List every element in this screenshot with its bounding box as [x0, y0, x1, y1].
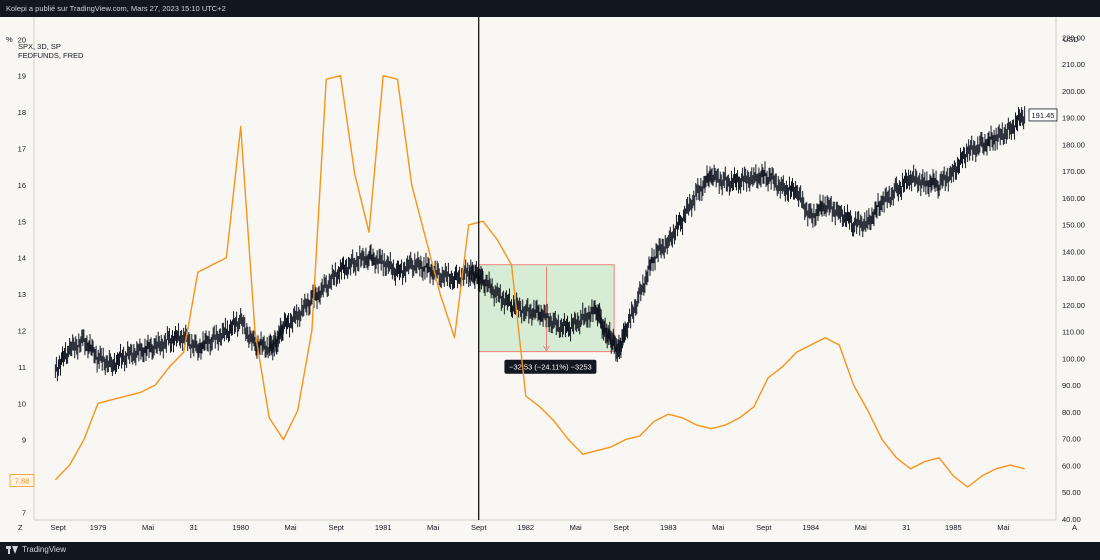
left-tick-label: 9 [22, 436, 26, 445]
time-tick-label: 1983 [660, 523, 677, 532]
tradingview-brand-text: TradingView [22, 545, 67, 554]
right-tick-label: 40.00 [1062, 515, 1081, 524]
right-tick-label: 150.00 [1062, 221, 1085, 230]
right-tick-label: 130.00 [1062, 274, 1085, 283]
left-tick-label: 10 [18, 399, 26, 408]
time-tick-label: Sept [614, 523, 630, 532]
time-tick-label: Mai [285, 523, 297, 532]
publish-info: Kolepi a publié sur TradingView.com, Mar… [6, 4, 226, 13]
time-tick-label: Sept [471, 523, 487, 532]
time-tick-label: Mai [142, 523, 154, 532]
fedfunds-line [54, 75, 1025, 488]
fedfunds-rate-badge-text: 7.88 [15, 476, 30, 485]
left-tick-label: 17 [18, 144, 26, 153]
footer-bar: TradingView [0, 542, 1100, 558]
left-tick-label: 12 [18, 326, 26, 335]
right-tick-label: 210.00 [1062, 60, 1085, 69]
left-tick-label: 18 [18, 108, 26, 117]
auto-scale-corner-label[interactable]: A [1072, 523, 1077, 532]
time-tick-label: Mai [855, 523, 867, 532]
tradingview-logo[interactable]: TradingView [6, 542, 66, 558]
right-axis-unit: USD [1063, 35, 1079, 44]
time-tick-label: Sept [51, 523, 67, 532]
time-tick-label: Mai [712, 523, 724, 532]
left-tick-label: 7 [22, 508, 26, 517]
fedfunds-rate-badge [9, 474, 35, 487]
right-tick-label: 80.00 [1062, 408, 1081, 417]
left-tick-label: 14 [18, 254, 26, 263]
right-tick-label: 220.00 [1062, 33, 1085, 42]
legend-fedfunds[interactable]: FEDFUNDS, FRED [18, 51, 84, 60]
right-tick-label: 100.00 [1062, 354, 1085, 363]
left-axis-unit: % [6, 35, 13, 44]
right-tick-label: 120.00 [1062, 301, 1085, 310]
left-tick-label: 13 [18, 290, 26, 299]
tradingview-logo-icon [6, 546, 18, 554]
right-tick-label: 170.00 [1062, 167, 1085, 176]
right-tick-label: 70.00 [1062, 435, 1081, 444]
chart-canvas[interactable]: 2019181716151413121110987 220.00210.0020… [0, 17, 1100, 542]
time-tick-label: 31 [902, 523, 910, 532]
time-tick-label: 31 [189, 523, 197, 532]
time-tick-label: Mai [997, 523, 1009, 532]
time-tick-label: Mai [570, 523, 582, 532]
time-tick-label: Sept [328, 523, 344, 532]
left-tick-label: 11 [18, 363, 26, 372]
right-tick-label: 60.00 [1062, 461, 1081, 470]
right-tick-label: 50.00 [1062, 488, 1081, 497]
left-price-axis[interactable]: 2019181716151413121110987 [18, 17, 35, 520]
chart-area[interactable]: 2019181716151413121110987 220.00210.0020… [0, 17, 1100, 542]
right-tick-label: 110.00 [1062, 328, 1084, 337]
left-tick-label: 15 [18, 217, 26, 226]
spx-price-badge [1028, 108, 1058, 122]
publish-header: Kolepi a publié sur TradingView.com, Mar… [0, 0, 1100, 17]
timezone-corner-label[interactable]: Z [18, 523, 23, 532]
right-tick-label: 200.00 [1062, 87, 1085, 96]
right-tick-label: 190.00 [1062, 114, 1085, 123]
right-price-axis[interactable]: 220.00 210.00 200.00 190.00 180.00 170.00 160.… [1055, 17, 1085, 524]
right-tick-label: 90.00 [1062, 381, 1081, 390]
time-tick-label: 1984 [802, 523, 819, 532]
plot-area[interactable]: −32.53 (−24.11%) −3253 191.45 7.88 [9, 17, 1058, 520]
left-tick-label: 19 [18, 72, 26, 81]
left-tick-label: 20 [18, 35, 26, 44]
left-tick-label: 16 [18, 181, 26, 190]
spx-price-badge-text: 191.45 [1032, 111, 1055, 120]
right-tick-label: 140.00 [1062, 247, 1085, 256]
time-axis[interactable]: Sept 1979 Mai 31 1980 Mai Sept 1981 Mai Sept 1982 M… [34, 519, 1056, 532]
right-tick-label: 180.00 [1062, 140, 1085, 149]
right-tick-label: 160.00 [1062, 194, 1085, 203]
time-tick-label: 1979 [90, 523, 107, 532]
legend-spx[interactable]: SPX, 3D, SP [18, 42, 61, 51]
time-tick-label: 1982 [517, 523, 534, 532]
time-tick-label: Sept [756, 523, 772, 532]
measure-label-text: −32.53 (−24.11%) −3253 [509, 363, 592, 372]
time-tick-label: 1980 [232, 523, 249, 532]
measure-label-box [504, 359, 597, 374]
spx-series [54, 106, 1026, 382]
time-tick-label: Mai [427, 523, 439, 532]
time-tick-label: 1985 [945, 523, 962, 532]
measure-arrow-head [543, 345, 550, 352]
time-tick-label: 1981 [375, 523, 392, 532]
